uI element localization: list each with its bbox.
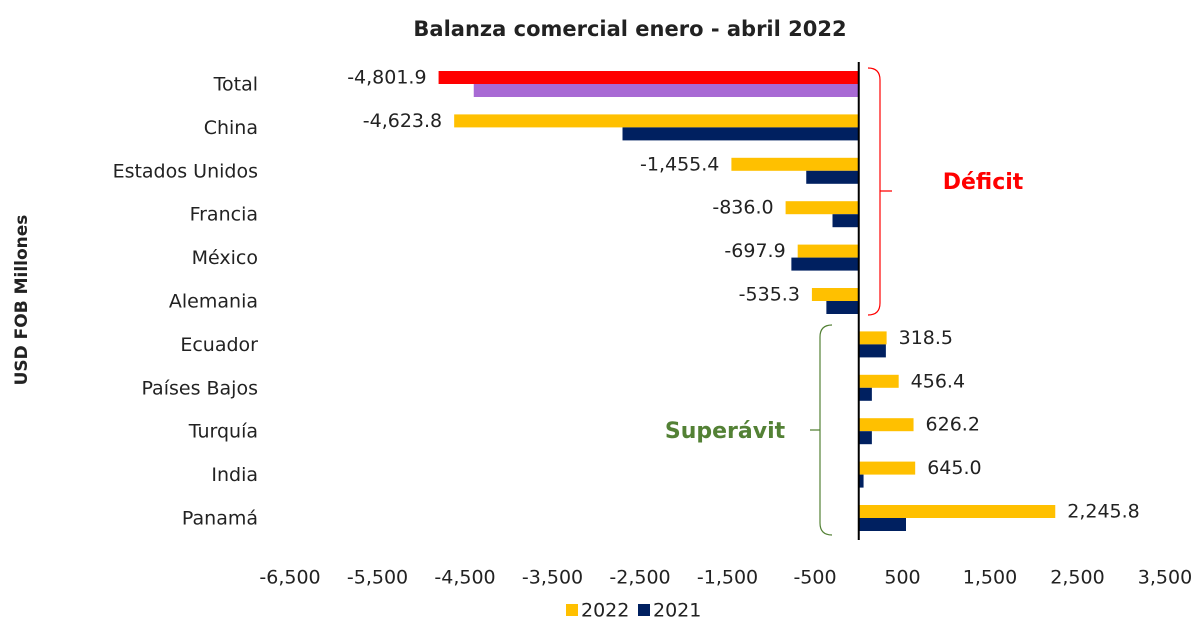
- bar: [785, 201, 859, 215]
- x-tick-label: -6,500: [259, 567, 320, 589]
- bar: [811, 288, 859, 301]
- legend-swatch: [638, 604, 650, 616]
- data-label: 318.5: [899, 327, 953, 349]
- bar: [858, 431, 872, 445]
- y-tick-label: Países Bajos: [141, 377, 258, 399]
- bar: [858, 374, 899, 388]
- y-tick-label: India: [211, 464, 258, 486]
- bar: [858, 518, 906, 531]
- bar: [454, 114, 859, 128]
- bar: [826, 301, 859, 314]
- annotation: Déficit: [943, 170, 1024, 195]
- data-label: -1,455.4: [640, 153, 719, 175]
- x-tick-label: 500: [884, 567, 920, 589]
- legend-swatch: [566, 604, 578, 616]
- data-label: -697.9: [724, 240, 785, 262]
- bar: [797, 244, 859, 258]
- x-tick-label: -3,500: [522, 567, 583, 589]
- data-label: 456.4: [911, 370, 965, 392]
- y-tick-label: Turquía: [188, 421, 258, 443]
- legend-label: 2021: [653, 600, 701, 622]
- bar: [731, 157, 859, 171]
- data-label: 645.0: [927, 457, 981, 479]
- bar: [438, 71, 859, 84]
- legend-label: 2022: [581, 600, 629, 622]
- annotation: Superávit: [665, 419, 786, 444]
- y-axis-label: USD FOB Millones: [12, 215, 32, 386]
- y-tick-label: Total: [213, 74, 258, 96]
- data-label: -535.3: [739, 284, 800, 306]
- bar: [858, 331, 887, 345]
- y-tick-label: Panamá: [182, 508, 258, 530]
- x-tick-label: 1,500: [963, 567, 1017, 589]
- bar: [858, 387, 872, 401]
- data-label: 2,245.8: [1067, 501, 1140, 523]
- y-tick-label: Estados Unidos: [113, 160, 258, 182]
- x-tick-label: -500: [793, 567, 836, 589]
- x-tick-label: -4,500: [434, 567, 495, 589]
- bar: [832, 214, 859, 228]
- x-tick-label: 3,500: [1138, 567, 1192, 589]
- data-label: 626.2: [926, 414, 980, 436]
- x-tick-label: 2,500: [1050, 567, 1104, 589]
- superavit-bracket: [810, 324, 833, 536]
- bar: [858, 344, 886, 358]
- bar: [858, 418, 914, 432]
- y-tick-label: México: [192, 247, 258, 269]
- bar: [858, 461, 916, 475]
- bar: [858, 474, 864, 488]
- chart-title: Balanza comercial enero - abril 2022: [413, 17, 846, 41]
- y-tick-label: Alemania: [169, 291, 258, 313]
- bar: [622, 127, 859, 141]
- deficit-bracket: [867, 67, 892, 316]
- data-label: -836.0: [712, 197, 773, 219]
- data-label: -4,801.9: [347, 67, 426, 89]
- data-label: -4,623.8: [363, 110, 442, 132]
- bar: [806, 170, 859, 184]
- x-tick-label: -2,500: [609, 567, 670, 589]
- bar: [473, 84, 859, 97]
- bar: [858, 505, 1056, 518]
- y-tick-label: China: [204, 117, 258, 139]
- y-tick-label: Francia: [190, 204, 258, 226]
- y-tick-label: Ecuador: [180, 334, 258, 356]
- x-tick-label: -1,500: [697, 567, 758, 589]
- x-tick-label: -5,500: [347, 567, 408, 589]
- bar: [791, 257, 859, 271]
